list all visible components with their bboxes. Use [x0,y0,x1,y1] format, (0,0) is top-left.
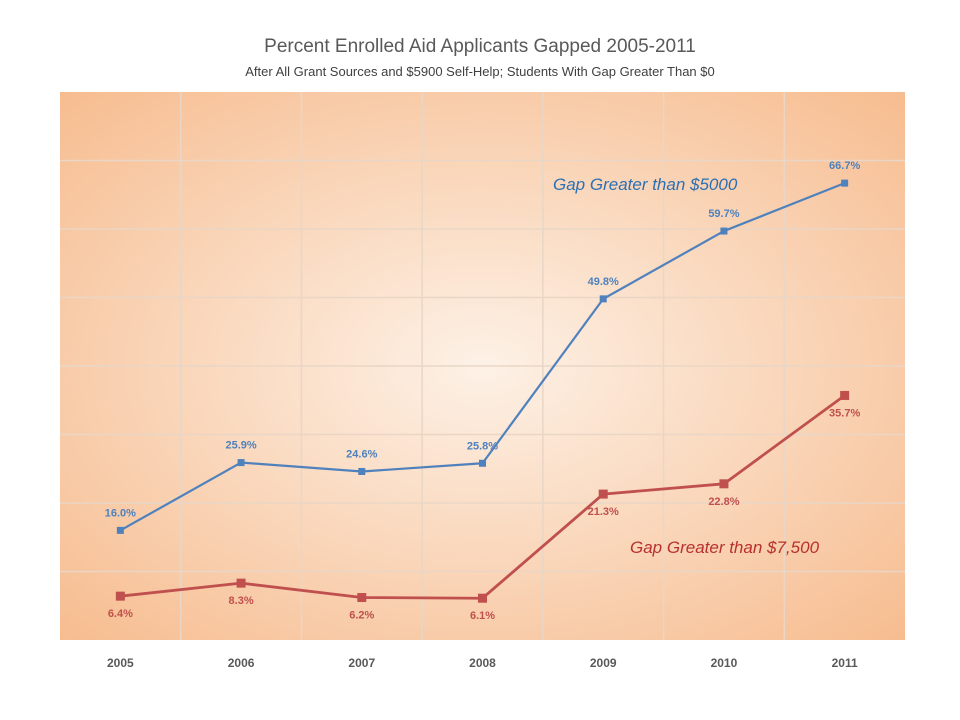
x-tick-label: 2009 [590,656,617,670]
chart-title: Percent Enrolled Aid Applicants Gapped 2… [264,36,696,57]
x-tick-label: 2005 [107,656,134,670]
x-tick-label: 2006 [228,656,255,670]
x-axis-tick-labels: 2005 2006 2007 2008 2009 2010 2011 [107,656,858,670]
data-point [358,467,366,475]
data-point [237,459,245,467]
gridlines [60,92,905,640]
x-tick-label: 2008 [469,656,496,670]
x-tick-label: 2010 [711,656,738,670]
data-point [236,578,246,588]
series-1: 16.0% 25.9% 24.6% 25.8% 49.8% 59.7% 66.7% [105,160,860,534]
data-label: 16.0% [105,507,136,519]
data-label: 25.8% [467,440,498,452]
data-label: 22.8% [708,496,739,508]
data-label: 6.1% [470,610,495,622]
data-label: 35.7% [829,407,860,419]
data-point [357,593,367,603]
data-point [719,479,729,489]
series-label-gap-7500: Gap Greater than $7,500 [630,538,820,557]
data-point [116,526,124,534]
data-label: 49.8% [588,276,619,288]
chart-subtitle: After All Grant Sources and $5900 Self-H… [245,64,715,79]
data-point [599,295,607,303]
data-label: 59.7% [708,208,739,220]
data-point [840,390,850,400]
data-label: 66.7% [829,160,860,172]
data-label: 21.3% [588,506,619,518]
data-point [720,227,728,235]
data-point [479,459,486,467]
data-point [115,591,125,601]
data-label: 25.9% [225,440,256,452]
data-label: 8.3% [229,595,254,607]
data-point [841,179,849,187]
x-tick-label: 2011 [832,656,858,670]
data-point [478,593,487,603]
data-label: 24.6% [346,448,377,460]
data-label: 6.2% [349,610,374,622]
x-tick-label: 2007 [348,656,375,670]
series-layer: 16.0% 25.9% 24.6% 25.8% 49.8% 59.7% 66.7% 6.4% 8… [105,160,861,622]
series-2: 6.4% 8.3% 6.2% 6.1% 21.3% 22.8% 35.7% [108,390,860,622]
data-label: 6.4% [108,608,133,620]
data-point [598,489,608,499]
series-label-gap-5000: Gap Greater than $5000 [553,175,738,194]
